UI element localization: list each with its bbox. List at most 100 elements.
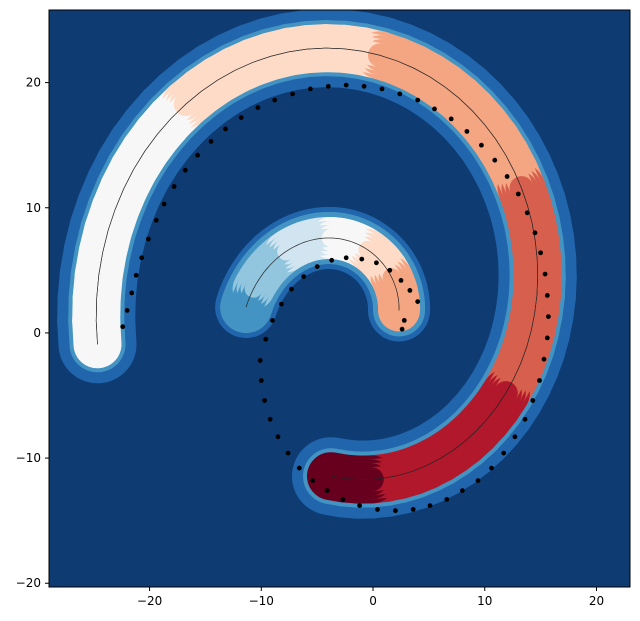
inner-band-contour-line [245, 237, 400, 311]
data-point [153, 217, 159, 223]
data-point [444, 497, 450, 502]
inner-band-contour-line [245, 237, 400, 311]
data-point [255, 105, 261, 110]
data-point [262, 398, 267, 403]
data-point [532, 230, 538, 236]
outer-band-contour-line [95, 47, 539, 480]
y-axis: −20 −10 0 10 20 [16, 76, 49, 590]
data-point [460, 488, 465, 493]
contour-line-layer [95, 47, 539, 480]
data-point [270, 318, 275, 323]
data-point [275, 434, 281, 440]
data-point [427, 503, 433, 508]
data-point [397, 91, 403, 97]
data-point [267, 416, 273, 422]
data-point [223, 126, 228, 132]
data-point [393, 508, 398, 514]
data-point [257, 358, 263, 363]
data-point [258, 378, 264, 383]
data-point [542, 271, 548, 277]
data-point [375, 507, 380, 512]
y-tick-label: −20 [16, 576, 41, 590]
y-tick-label: 10 [26, 201, 41, 215]
inner-band-contour-line [245, 237, 400, 311]
data-point [537, 378, 542, 383]
data-point [541, 356, 547, 362]
data-point [314, 264, 320, 269]
x-tick-label: −10 [249, 594, 274, 608]
data-point [301, 274, 307, 279]
data-point [492, 157, 498, 163]
data-point [359, 256, 365, 262]
data-point [544, 335, 550, 341]
inner-band-contour-line [245, 237, 400, 311]
data-point [379, 86, 385, 92]
x-tick-label: 20 [589, 594, 604, 608]
data-point [272, 97, 278, 103]
data-point [538, 250, 543, 256]
data-point [195, 152, 201, 158]
y-tick-label: −10 [16, 451, 41, 465]
outer-band-contour-line [95, 47, 539, 480]
x-tick-label: 0 [369, 594, 377, 608]
data-point [387, 267, 393, 273]
data-point [340, 497, 346, 502]
outer-band-contour-line [95, 47, 539, 480]
data-point [208, 139, 214, 144]
data-point [415, 299, 421, 304]
contour-fill-layer [57, 10, 577, 519]
data-point [479, 142, 484, 148]
outer-band-segment [319, 464, 357, 491]
data-point [325, 83, 331, 89]
outer-band-contour-line [95, 47, 539, 480]
data-point [129, 290, 135, 296]
data-point [120, 324, 126, 330]
data-point [343, 82, 349, 88]
data-point [432, 106, 437, 112]
data-point [515, 191, 521, 197]
data-point [146, 236, 151, 242]
x-axis: −20 −10 0 10 20 [137, 587, 604, 608]
data-point [290, 91, 295, 97]
data-point [407, 288, 413, 293]
data-point [475, 478, 481, 483]
y-tick-label: 0 [33, 326, 41, 340]
data-point [546, 314, 551, 319]
data-point [410, 507, 416, 512]
data-point [329, 257, 335, 263]
plot-frame [48, 9, 631, 588]
data-point [310, 478, 316, 483]
data-point [504, 174, 510, 179]
data-point [308, 86, 313, 92]
data-point [124, 308, 130, 313]
data-point [398, 278, 404, 283]
outer-band-contour-line [95, 47, 539, 480]
data-point [343, 255, 349, 261]
data-point [522, 416, 528, 422]
data-point [263, 336, 269, 342]
y-tick-label: 20 [26, 76, 41, 90]
data-point [357, 503, 362, 508]
data-point [401, 318, 407, 323]
data-point [415, 97, 421, 103]
outer-band-contour-line [95, 47, 539, 480]
data-point [324, 488, 330, 493]
data-point [161, 201, 167, 207]
data-point [489, 465, 494, 471]
data-point [464, 129, 470, 134]
data-point [279, 301, 284, 307]
data-point [139, 255, 145, 261]
data-point [182, 167, 188, 173]
data-point [285, 450, 291, 456]
data-point [296, 465, 302, 471]
data-point [171, 184, 177, 189]
scatter-points [120, 82, 551, 514]
x-tick-label: 10 [477, 594, 492, 608]
inner-band-contour-line [245, 237, 400, 311]
data-point [289, 286, 294, 292]
data-point [448, 116, 454, 122]
data-point [512, 434, 518, 440]
data-point [133, 272, 139, 278]
x-tick-label: −20 [137, 594, 162, 608]
